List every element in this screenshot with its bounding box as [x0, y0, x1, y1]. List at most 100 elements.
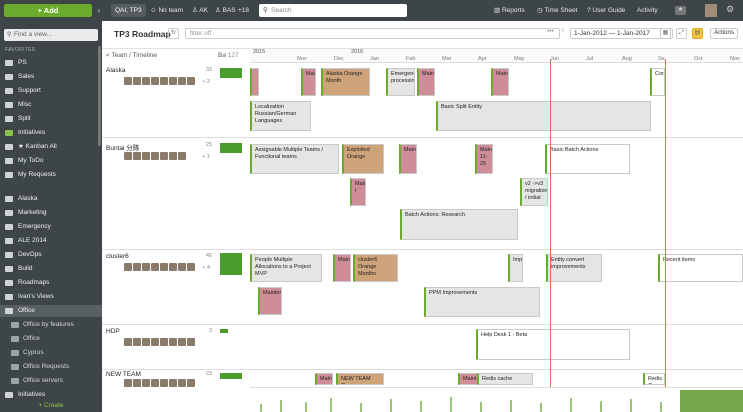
backlog-column-header[interactable]: Ba 127 — [218, 52, 239, 59]
team-label-cluster6[interactable]: cluster6 — [106, 253, 129, 260]
feature-bar[interactable]: Help Desk 1 - Beta — [476, 329, 630, 360]
sidebar-item[interactable]: DevOps — [0, 249, 102, 261]
feature-bar[interactable]: Redis C — [643, 373, 665, 385]
avatar[interactable] — [705, 4, 717, 17]
backlog-grid[interactable] — [220, 253, 242, 275]
folder-icon — [5, 224, 13, 230]
feature-bar[interactable]: Maint 11-25 — [475, 144, 493, 174]
sidebar-subitem[interactable]: Office — [0, 333, 102, 345]
sidebar-item[interactable]: Support — [0, 85, 102, 97]
sidebar-item[interactable]: Roadmaps — [0, 277, 102, 289]
sidebar-item-office[interactable]: Office — [0, 305, 102, 317]
sidebar-subitem[interactable]: Office by features — [0, 319, 102, 331]
feature-bar[interactable] — [250, 68, 259, 96]
feature-bar[interactable]: Maint — [333, 254, 351, 282]
user-bas[interactable]: ♙ BAS — [215, 7, 236, 14]
team-selector[interactable]: ☺ No team — [150, 7, 184, 14]
sidebar-item[interactable]: Alaska — [0, 193, 102, 205]
feature-bar[interactable]: Main I — [350, 178, 366, 206]
feature-bar[interactable]: Batch Actions: Research — [400, 209, 518, 240]
filter-input[interactable]: filter off — [185, 28, 560, 39]
view-mode-icon[interactable]: ▤ — [692, 28, 703, 39]
activity-link[interactable]: Activity — [637, 7, 658, 14]
sidebar-item[interactable]: ALE 2014 — [0, 235, 102, 247]
sidebar-item[interactable]: Marketing — [0, 207, 102, 219]
feature-bar[interactable]: Maintenan — [258, 287, 282, 315]
context-selector[interactable]: QAI, TP3 — [111, 4, 146, 17]
feature-bar[interactable]: cluster6 Orange Months — [353, 254, 398, 282]
team-label-hdp[interactable]: HDP — [106, 328, 120, 335]
feature-bar[interactable]: Basic Batch Actions — [545, 144, 630, 174]
sidebar-scrollbar[interactable] — [98, 46, 101, 146]
sidebar-item[interactable]: Initiatives — [0, 389, 102, 401]
feature-bar[interactable]: NEW TEAM Orange — [336, 373, 384, 385]
sidebar-item[interactable]: Build — [0, 263, 102, 275]
help-icon[interactable]: ? — [561, 29, 565, 35]
sidebar-subitem[interactable]: Office servers — [0, 375, 102, 387]
sidebar-item[interactable]: My ToDo — [0, 155, 102, 167]
team-label-newteam[interactable]: NEW TEAM — [106, 371, 141, 378]
feature-bar[interactable]: Recent items — [658, 254, 743, 282]
refresh-icon[interactable]: ↻ — [168, 28, 179, 39]
feature-bar[interactable]: People Multiple Allocations to a Project… — [250, 254, 322, 282]
more-icon[interactable]: ••• — [547, 28, 554, 35]
team-label-alaska[interactable]: Alaska — [106, 67, 126, 74]
feature-bar[interactable]: Cor — [650, 68, 665, 96]
feature-bar[interactable]: Exploited Orange — [342, 144, 384, 174]
feature-bar[interactable]: Redis cache — [477, 373, 533, 385]
feature-bar[interactable]: Impr — [508, 254, 523, 282]
overview-selection-window[interactable] — [680, 390, 743, 412]
feature-bar[interactable]: PPM Improvements — [424, 287, 540, 317]
feature-bar[interactable]: Maint — [315, 373, 333, 385]
user-ak[interactable]: ♙ AK — [192, 7, 208, 14]
backlog-grid[interactable] — [220, 68, 242, 78]
more-users-badge[interactable]: +18 — [238, 7, 250, 14]
date-range-input[interactable]: 1-Jan-2012 — 1-Jan-2017 — [570, 28, 673, 39]
feature-bar[interactable]: Emergency processing — [386, 68, 415, 96]
feature-bar[interactable]: v2 ->v3 migration / initial — [520, 178, 548, 206]
star-icon[interactable]: ★ — [675, 6, 686, 15]
feature-bar[interactable]: Maint — [417, 68, 435, 96]
actions-button[interactable]: Actions — [710, 28, 738, 39]
feature-bar[interactable]: Maint — [301, 68, 316, 96]
timeline-overview[interactable] — [250, 387, 743, 412]
sidebar-item[interactable]: Misc — [0, 99, 102, 111]
team-label-buntai[interactable]: Buntai 分隊 — [106, 142, 139, 152]
sidebar-item[interactable]: ★ Kanban All — [0, 141, 102, 153]
gear-icon[interactable]: ⚙ — [726, 4, 735, 14]
backlog-grid[interactable] — [220, 373, 242, 379]
feature-bar[interactable]: Alaska Orange Month — [321, 68, 370, 96]
team-timeline-header[interactable]: < Team / Timeline — [106, 52, 158, 59]
sidebar-item[interactable]: My Requests — [0, 169, 102, 181]
add-button[interactable]: + Add — [4, 4, 92, 17]
expand-icon[interactable]: ⤢ — [676, 28, 687, 39]
sidebar-item[interactable]: Emergency — [0, 221, 102, 233]
team-extra: + 1 — [202, 154, 210, 160]
sidebar-item[interactable]: Initiatives — [0, 127, 102, 139]
search-input[interactable]: Search — [259, 4, 407, 17]
sidebar-item[interactable]: PS — [0, 57, 102, 69]
userguide-link[interactable]: ? User Guide — [587, 7, 626, 14]
sidebar-item[interactable]: Ivan's Views — [0, 291, 102, 303]
backlog-grid[interactable] — [220, 143, 242, 153]
sidebar-subitem[interactable]: Office Requests — [0, 361, 102, 373]
sidebar-subitem[interactable]: Cyprus — [0, 347, 102, 359]
feature-bar[interactable]: Basic Split Entity — [436, 101, 651, 131]
sidebar-item[interactable]: Split — [0, 113, 102, 125]
feature-bar[interactable]: Assignable Multiple Teams / Functional t… — [250, 144, 339, 174]
feature-bar[interactable]: Maint — [458, 373, 478, 385]
team-extra: + 2 — [202, 79, 210, 85]
month-label: Jul — [586, 56, 594, 62]
feature-bar[interactable]: Maint — [399, 144, 417, 174]
find-view-input[interactable]: Find a view... — [4, 29, 98, 41]
sidebar-item[interactable]: Sales — [0, 71, 102, 83]
collapse-sidebar-icon[interactable]: ‹ — [97, 6, 101, 15]
calendar-icon[interactable]: ▦ — [660, 28, 671, 39]
feature-bar[interactable]: Localization Russian/German Languages — [250, 101, 311, 131]
reports-link[interactable]: ▥ Reports — [494, 7, 525, 14]
timesheet-link[interactable]: ◷ Time Sheet — [537, 7, 578, 14]
feature-bar[interactable]: Entity convert improvements — [546, 254, 602, 282]
backlog-grid[interactable] — [220, 329, 228, 333]
feature-bar[interactable]: Maint — [491, 68, 509, 96]
create-view-button[interactable]: + Create — [38, 402, 64, 409]
